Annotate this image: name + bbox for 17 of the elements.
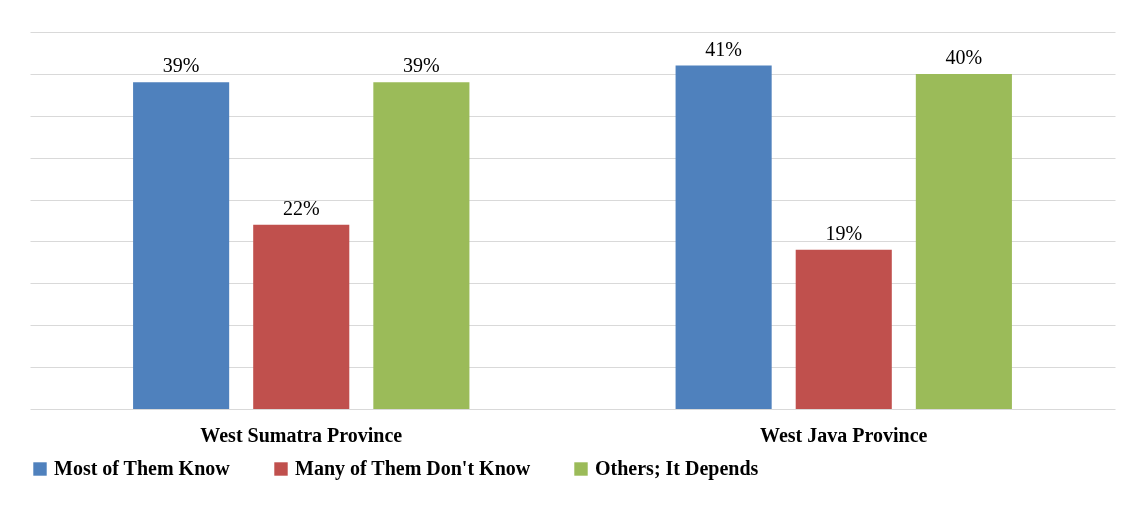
bar <box>795 249 892 409</box>
x-tick-label: West Java Province <box>760 423 928 446</box>
data-label: 39% <box>162 54 200 77</box>
data-label: 19% <box>825 221 863 244</box>
legend-label: Many of Them Don't Know <box>295 457 531 480</box>
data-label: 40% <box>945 45 983 68</box>
x-tick-label: West Sumatra Province <box>200 423 403 446</box>
data-label: 39% <box>403 54 440 77</box>
data-label: 22% <box>282 196 320 219</box>
bar <box>253 224 350 409</box>
bar <box>133 82 230 409</box>
legend-label: Others; It Depends <box>595 457 759 480</box>
bar <box>675 65 772 409</box>
bar <box>915 73 1012 409</box>
legend-label: Most of Them Know <box>54 457 231 479</box>
bar <box>373 82 470 409</box>
data-label: 41% <box>705 37 742 60</box>
